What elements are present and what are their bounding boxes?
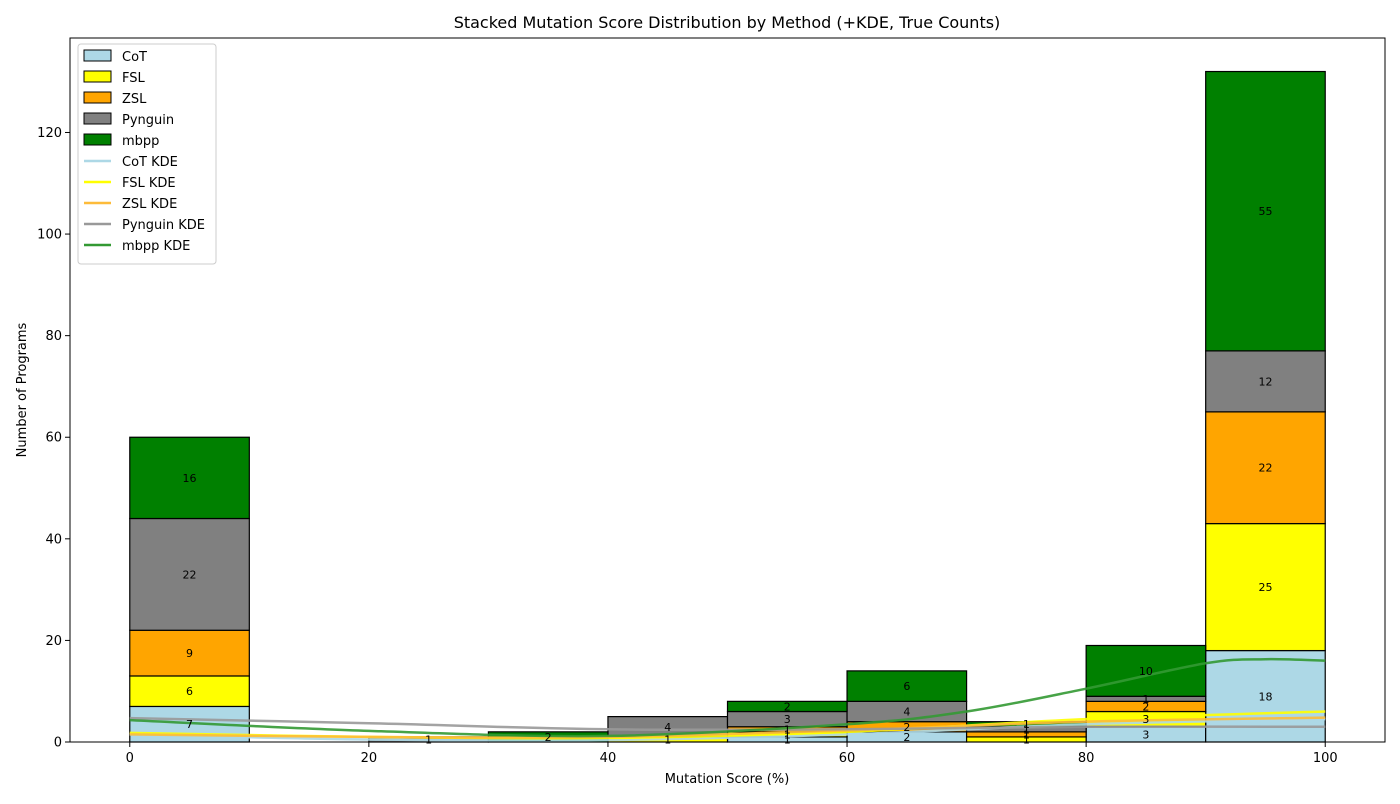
x-ticks: 0 20 40 60 80 100 (126, 742, 1338, 766)
bar-mbpp-50 (726, 700, 848, 713)
legend-swatch-mbpp (83, 133, 112, 146)
y-tick-label: 120 (37, 126, 62, 141)
bar-value-label: 55 (1258, 205, 1272, 218)
legend-swatch-zsl (83, 91, 112, 104)
bar-mbpp-90 (1205, 70, 1326, 352)
bar-zsl-0 (129, 629, 250, 677)
bar-zsl-90 (1205, 411, 1326, 525)
bar-pynguin-90 (1205, 350, 1326, 413)
bar-value-label: 1 (784, 728, 791, 741)
bar-value-label: 3 (1142, 728, 1149, 741)
legend-swatch-fsl (83, 70, 112, 83)
y-tick-label: 100 (37, 228, 62, 243)
y-axis-label: Number of Programs (15, 322, 30, 457)
bar-value-label: 2 (545, 731, 552, 744)
bar-value-label: 7 (186, 718, 193, 731)
bar-value-label: 2 (903, 731, 910, 744)
plot-frame (69, 37, 1386, 743)
bar-value-label: 4 (664, 721, 671, 734)
bar-value-label: 10 (1139, 665, 1153, 678)
y-ticks: 0 20 40 60 80 100 120 (37, 126, 70, 751)
bar-value-label: 12 (1258, 375, 1272, 388)
bar-value-label: 1 (1023, 733, 1030, 746)
legend-label-zsl-kde: ZSL KDE (122, 197, 177, 212)
bar-value-label: 22 (183, 568, 197, 581)
bar-value-label: 9 (186, 647, 193, 660)
x-tick-label: 60 (839, 751, 856, 766)
bar-fsl-90 (1205, 522, 1326, 652)
legend-label-mbpp-kde: mbpp KDE (122, 239, 190, 254)
bar-value-label: 3 (784, 713, 791, 726)
bar-value-label: 25 (1258, 581, 1272, 594)
legend-label-cot-kde: CoT KDE (122, 155, 178, 170)
bar-value-label: 1 (1142, 693, 1149, 706)
legend-label-cot: CoT (122, 50, 147, 65)
legend-label-mbpp: mbpp (122, 134, 159, 149)
chart-title: Stacked Mutation Score Distribution by M… (454, 13, 1001, 32)
bar-value-label: 22 (1258, 462, 1272, 475)
y-tick-label: 20 (45, 634, 62, 649)
bar-mbpp-0 (129, 436, 250, 520)
legend-label-pynguin: Pynguin (122, 113, 174, 128)
kde-layer (129, 657, 1326, 742)
legend-label-fsl-kde: FSL KDE (122, 176, 176, 191)
bar-value-label: 6 (903, 680, 910, 693)
bar-value-label: 2 (903, 721, 910, 734)
bar-value-label: 1 (425, 733, 432, 746)
legend: CoT FSL ZSL Pynguin mbpp CoT KDE FSL KDE ZSL KD… (77, 43, 217, 265)
bar-value-label: 18 (1258, 690, 1272, 703)
bar-pynguin-0 (129, 517, 250, 631)
legend-swatch-cot (83, 49, 112, 62)
bar-value-label: 1 (1023, 723, 1030, 736)
bar-value-label: 2 (784, 700, 791, 713)
y-tick-label: 40 (45, 532, 62, 547)
kde-line-cot-kde (129, 717, 1326, 742)
bar-value-label: 1 (784, 723, 791, 736)
x-tick-label: 80 (1078, 751, 1095, 766)
bar-fsl-0 (129, 675, 250, 708)
y-tick-label: 0 (54, 736, 62, 751)
bar-value-label: 4 (903, 706, 910, 719)
kde-line-pynguin-kde (129, 716, 1326, 732)
legend-label-zsl: ZSL (122, 92, 147, 107)
x-tick-label: 0 (126, 751, 134, 766)
legend-box (77, 43, 217, 265)
bar-value-label: 1 (1023, 718, 1030, 731)
y-tick-label: 80 (45, 329, 62, 344)
bar-value-label: 6 (186, 685, 193, 698)
kde-line-zsl-kde (129, 716, 1326, 739)
bars-layer (129, 70, 1326, 743)
x-tick-label: 100 (1313, 751, 1338, 766)
bar-value-label: 2 (1142, 700, 1149, 713)
bar-mbpp-60 (846, 670, 968, 702)
bar-value-label: 1 (664, 733, 671, 746)
x-tick-label: 40 (600, 751, 617, 766)
bar-mbpp-80 (1085, 644, 1207, 697)
x-axis-label: Mutation Score (%) (665, 772, 790, 787)
bar-value-label: 16 (183, 472, 197, 485)
bar-value-label: 3 (1142, 713, 1149, 726)
x-tick-label: 20 (361, 751, 378, 766)
legend-label-pynguin-kde: Pynguin KDE (122, 218, 205, 233)
legend-swatch-pynguin (83, 112, 112, 125)
kde-line-mbpp-kde (129, 657, 1326, 738)
legend-label-fsl: FSL (122, 71, 146, 86)
bar-value-label: 1 (1023, 728, 1030, 741)
y-tick-label: 60 (45, 431, 62, 446)
bar-value-label: 1 (784, 733, 791, 746)
